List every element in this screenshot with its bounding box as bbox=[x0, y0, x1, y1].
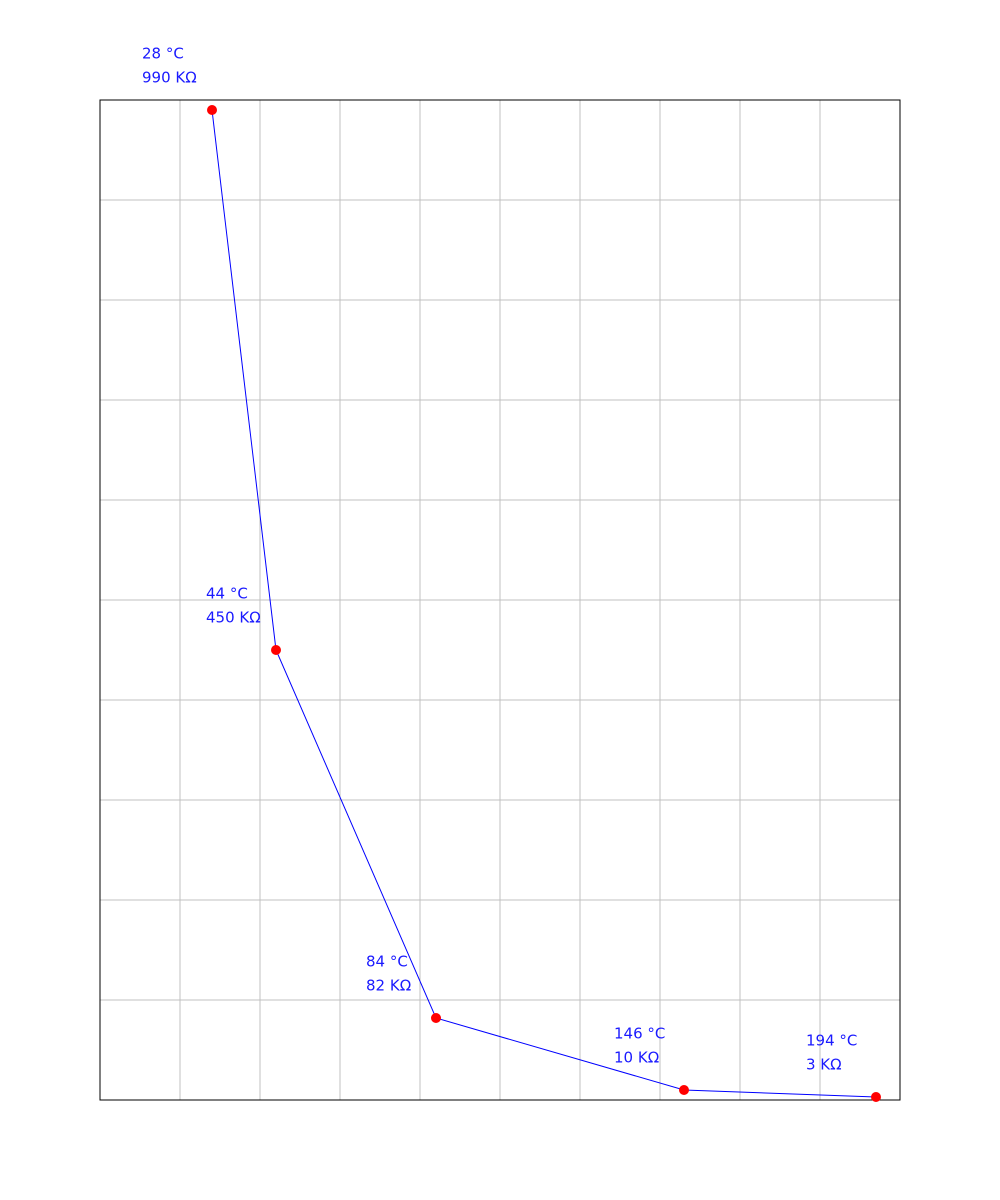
x-value-label: 44 °C bbox=[206, 585, 248, 603]
marker bbox=[679, 1085, 689, 1095]
plot-border bbox=[99, 99, 901, 1101]
x-value-label: 146 °C bbox=[614, 1025, 665, 1043]
value-label: 450 KΩ bbox=[206, 609, 261, 627]
value-label: 3 KΩ bbox=[806, 1056, 842, 1074]
value-label: 82 KΩ bbox=[366, 977, 411, 995]
marker bbox=[207, 105, 217, 115]
marker bbox=[431, 1013, 441, 1023]
x-value-label: 84 °C bbox=[366, 953, 408, 971]
line bbox=[211, 109, 877, 1098]
value-label: 990 KΩ bbox=[142, 69, 197, 87]
x-value-label: 28 °C bbox=[142, 45, 184, 63]
marker bbox=[271, 645, 281, 655]
marker bbox=[871, 1092, 881, 1102]
value-label: 10 KΩ bbox=[614, 1049, 659, 1067]
x-value-label: 194 °C bbox=[806, 1032, 857, 1050]
